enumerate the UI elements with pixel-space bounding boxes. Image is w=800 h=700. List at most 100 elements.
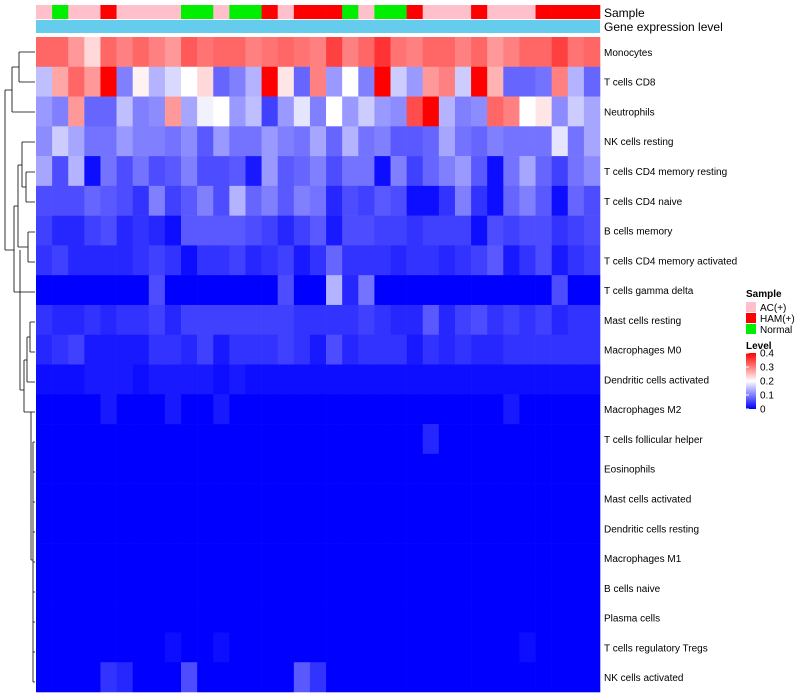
heatmap-cell xyxy=(84,513,101,544)
heatmap-cell xyxy=(148,364,166,395)
heatmap-cell xyxy=(52,304,69,336)
heatmap-cell xyxy=(277,156,295,187)
heatmap-cell xyxy=(84,543,101,574)
heatmap-cell xyxy=(100,215,117,246)
heatmap-cell xyxy=(519,304,536,336)
heatmap-cell xyxy=(148,275,166,306)
heatmap-cell xyxy=(36,453,53,484)
heatmap-cell xyxy=(326,632,343,663)
heatmap-cell xyxy=(36,156,53,187)
heatmap-cell xyxy=(164,275,182,306)
heatmap-cell xyxy=(422,513,440,544)
heatmap-cell xyxy=(454,245,472,276)
heatmap-cell xyxy=(471,215,488,246)
heatmap-cell xyxy=(342,96,359,127)
heatmap-cell xyxy=(342,483,359,514)
heatmap-cell xyxy=(132,513,150,544)
heatmap-cell xyxy=(36,632,53,663)
heatmap-cell xyxy=(100,126,117,157)
heatmap-cell xyxy=(181,37,198,68)
heatmap-cell xyxy=(390,66,407,97)
heatmap-cell xyxy=(293,37,311,68)
heatmap-cell xyxy=(438,483,456,514)
row-label: Macrophages M1 xyxy=(604,554,682,565)
heatmap-cell xyxy=(519,662,536,693)
heatmap-cell xyxy=(213,66,230,97)
heatmap-cell xyxy=(438,394,456,425)
heatmap-cell xyxy=(374,126,391,157)
heatmap-cell xyxy=(535,632,552,663)
heatmap-cell xyxy=(245,602,262,633)
heatmap-cell xyxy=(213,602,230,633)
heatmap-cell xyxy=(309,245,327,276)
heatmap-cell xyxy=(36,572,53,603)
heatmap-cell xyxy=(342,66,359,97)
heatmap-cell xyxy=(68,156,85,187)
heatmap-cell xyxy=(519,364,536,395)
row-label: T cells gamma delta xyxy=(604,286,694,297)
heatmap-cell xyxy=(116,424,133,455)
heatmap-cell xyxy=(197,37,214,68)
sample-annotation-cell xyxy=(567,5,585,19)
heatmap-cell xyxy=(36,245,53,276)
heatmap-cell xyxy=(68,185,85,216)
heatmap-cell xyxy=(551,513,569,544)
heatmap-cell xyxy=(293,245,311,276)
heatmap-cell xyxy=(438,632,456,663)
heatmap-cell xyxy=(309,185,327,216)
heatmap-cell xyxy=(261,96,279,127)
heatmap-cell xyxy=(358,632,375,663)
heatmap-cell xyxy=(438,304,456,336)
heatmap-cell xyxy=(454,334,472,365)
heatmap-cell xyxy=(358,543,375,574)
heatmap-cell xyxy=(374,245,391,276)
heatmap-cell xyxy=(84,483,101,514)
heatmap-cell xyxy=(277,334,295,365)
dendrogram-branch xyxy=(24,231,35,263)
track-label-sample: Sample xyxy=(604,6,645,20)
heatmap-cell xyxy=(132,453,150,484)
heatmap-cell xyxy=(422,334,440,365)
heatmap-cell xyxy=(100,96,117,127)
heatmap-cell xyxy=(406,156,424,187)
heatmap-cell xyxy=(293,126,311,157)
heatmap-cell xyxy=(132,96,150,127)
legend-swatch xyxy=(746,324,756,334)
sample-annotation-cell xyxy=(116,5,133,19)
heatmap-cell xyxy=(535,662,552,693)
heatmap-cell xyxy=(245,513,262,544)
heatmap-cell xyxy=(100,513,117,544)
heatmap-cell xyxy=(100,602,117,633)
heatmap-cell xyxy=(197,96,214,127)
heatmap-cell xyxy=(245,662,262,693)
heatmap-cell xyxy=(326,156,343,187)
heatmap-cell xyxy=(583,66,601,97)
heatmap-cell xyxy=(342,543,359,574)
heatmap-cell xyxy=(293,334,311,365)
heatmap-cell xyxy=(390,513,407,544)
heatmap-cell xyxy=(261,602,279,633)
heatmap-cell xyxy=(36,483,53,514)
heatmap-cell xyxy=(100,364,117,395)
heatmap-cell xyxy=(342,334,359,365)
heatmap-cell xyxy=(390,156,407,187)
heatmap-cell xyxy=(390,215,407,246)
heatmap-cell xyxy=(487,37,504,68)
heatmap-cell xyxy=(487,483,504,514)
heatmap-cell xyxy=(261,453,279,484)
heatmap-cell xyxy=(422,453,440,484)
heatmap-cell xyxy=(358,96,375,127)
row-label: B cells naive xyxy=(604,584,661,595)
heatmap-cell xyxy=(100,632,117,663)
heatmap-cell xyxy=(551,215,569,246)
sample-annotation-cell xyxy=(438,5,456,19)
heatmap-cell xyxy=(52,483,69,514)
heatmap-cell xyxy=(567,394,585,425)
heatmap-cell xyxy=(229,483,246,514)
heatmap-cell xyxy=(309,66,327,97)
heatmap-cell xyxy=(36,424,53,455)
heatmap-cell xyxy=(326,96,343,127)
heatmap-cell xyxy=(116,334,133,365)
heatmap-cell xyxy=(84,424,101,455)
